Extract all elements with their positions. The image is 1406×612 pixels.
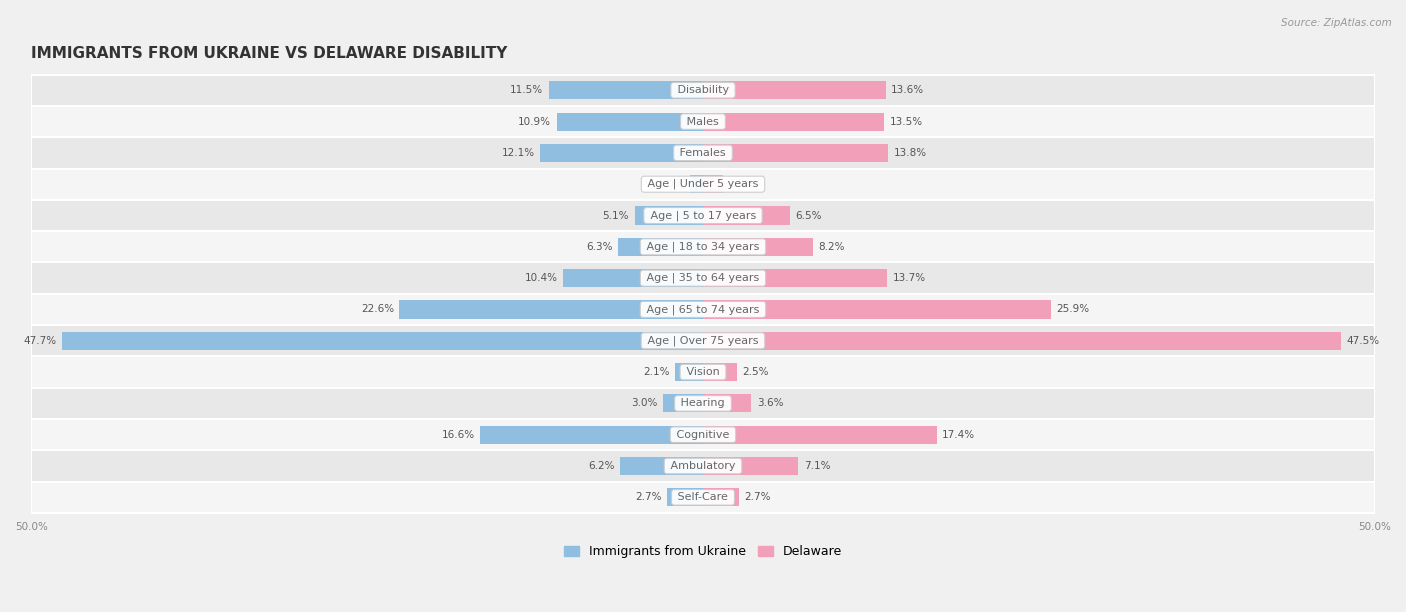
Text: 12.1%: 12.1%: [502, 148, 536, 158]
Bar: [31, 294, 1375, 325]
Text: 13.8%: 13.8%: [894, 148, 927, 158]
Text: IMMIGRANTS FROM UKRAINE VS DELAWARE DISABILITY: IMMIGRANTS FROM UKRAINE VS DELAWARE DISA…: [31, 46, 508, 61]
Bar: [557, 113, 703, 131]
Text: Males: Males: [683, 117, 723, 127]
Bar: [703, 269, 887, 287]
Text: Age | 65 to 74 years: Age | 65 to 74 years: [643, 304, 763, 315]
Bar: [31, 263, 1375, 294]
Text: 13.7%: 13.7%: [893, 273, 925, 283]
Text: 13.6%: 13.6%: [891, 85, 924, 95]
Bar: [31, 106, 1375, 137]
Text: 16.6%: 16.6%: [441, 430, 475, 439]
Bar: [31, 231, 1375, 263]
Text: 47.5%: 47.5%: [1347, 336, 1379, 346]
Text: Age | 5 to 17 years: Age | 5 to 17 years: [647, 211, 759, 221]
Bar: [634, 206, 703, 225]
Text: Vision: Vision: [683, 367, 723, 377]
Text: 6.5%: 6.5%: [796, 211, 823, 220]
Bar: [31, 419, 1375, 450]
Bar: [662, 394, 703, 412]
Bar: [31, 75, 1375, 106]
Bar: [703, 144, 889, 162]
Text: 3.6%: 3.6%: [756, 398, 783, 408]
Bar: [564, 269, 703, 287]
Bar: [689, 175, 703, 193]
Bar: [703, 81, 886, 99]
Bar: [31, 200, 1375, 231]
Text: Age | Under 5 years: Age | Under 5 years: [644, 179, 762, 190]
Text: Hearing: Hearing: [678, 398, 728, 408]
Text: Disability: Disability: [673, 85, 733, 95]
Text: Ambulatory: Ambulatory: [666, 461, 740, 471]
Text: 10.4%: 10.4%: [524, 273, 558, 283]
Text: 17.4%: 17.4%: [942, 430, 976, 439]
Bar: [31, 168, 1375, 200]
Bar: [619, 237, 703, 256]
Bar: [31, 325, 1375, 356]
Bar: [31, 137, 1375, 168]
Bar: [703, 457, 799, 475]
Text: 13.5%: 13.5%: [890, 117, 922, 127]
Text: Cognitive: Cognitive: [673, 430, 733, 439]
Text: 5.1%: 5.1%: [603, 211, 628, 220]
Text: 11.5%: 11.5%: [510, 85, 543, 95]
Bar: [540, 144, 703, 162]
Bar: [62, 332, 703, 350]
Bar: [703, 175, 723, 193]
Bar: [703, 488, 740, 506]
Bar: [620, 457, 703, 475]
Text: 2.7%: 2.7%: [745, 492, 770, 502]
Text: 2.7%: 2.7%: [636, 492, 661, 502]
Bar: [399, 300, 703, 318]
Text: Age | Over 75 years: Age | Over 75 years: [644, 335, 762, 346]
Text: Age | 35 to 64 years: Age | 35 to 64 years: [643, 273, 763, 283]
Text: 2.5%: 2.5%: [742, 367, 769, 377]
Bar: [703, 394, 751, 412]
Text: 10.9%: 10.9%: [519, 117, 551, 127]
Text: Source: ZipAtlas.com: Source: ZipAtlas.com: [1281, 18, 1392, 28]
Bar: [703, 113, 884, 131]
Legend: Immigrants from Ukraine, Delaware: Immigrants from Ukraine, Delaware: [558, 540, 848, 563]
Text: Age | 18 to 34 years: Age | 18 to 34 years: [643, 242, 763, 252]
Text: 47.7%: 47.7%: [24, 336, 58, 346]
Text: 1.5%: 1.5%: [728, 179, 755, 189]
Text: 6.2%: 6.2%: [588, 461, 614, 471]
Text: 25.9%: 25.9%: [1056, 304, 1090, 315]
Bar: [703, 300, 1050, 318]
Bar: [31, 450, 1375, 482]
Bar: [31, 388, 1375, 419]
Bar: [666, 488, 703, 506]
Text: Females: Females: [676, 148, 730, 158]
Text: 7.1%: 7.1%: [804, 461, 830, 471]
Text: 6.3%: 6.3%: [586, 242, 613, 252]
Bar: [703, 332, 1341, 350]
Bar: [703, 206, 790, 225]
Text: 3.0%: 3.0%: [631, 398, 658, 408]
Bar: [31, 482, 1375, 513]
Text: 22.6%: 22.6%: [361, 304, 394, 315]
Bar: [703, 425, 936, 444]
Bar: [548, 81, 703, 99]
Bar: [675, 363, 703, 381]
Text: 8.2%: 8.2%: [818, 242, 845, 252]
Text: 1.0%: 1.0%: [658, 179, 685, 189]
Bar: [703, 363, 737, 381]
Bar: [479, 425, 703, 444]
Bar: [31, 356, 1375, 388]
Text: 2.1%: 2.1%: [643, 367, 669, 377]
Bar: [703, 237, 813, 256]
Text: Self-Care: Self-Care: [675, 492, 731, 502]
